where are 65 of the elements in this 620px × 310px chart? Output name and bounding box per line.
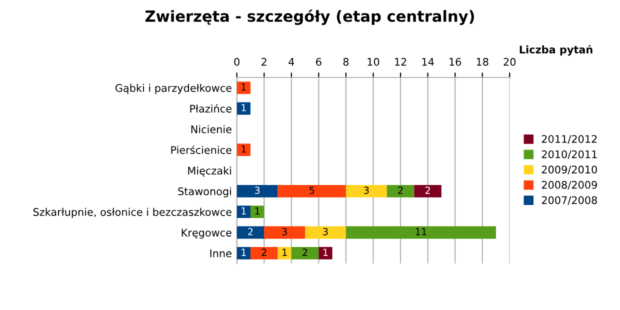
data-label: 1 — [255, 207, 260, 215]
data-label: 3 — [282, 228, 287, 236]
data-label: 1 — [242, 83, 246, 91]
x-tick-label: 12 — [395, 58, 406, 66]
legend-label: 2011/2012 — [542, 135, 597, 144]
data-label: 2 — [398, 186, 403, 194]
data-label: 2 — [302, 248, 308, 256]
bar — [236, 102, 250, 115]
data-label: 1 — [242, 104, 246, 112]
y-tick-label: Szkarłupnie, osłonice i bezczaszkowce — [33, 208, 232, 218]
bar — [236, 144, 250, 156]
bar — [305, 226, 346, 239]
data-label: 1 — [242, 145, 246, 153]
data-label: 3 — [254, 186, 260, 194]
x-tick-label: 6 — [316, 58, 322, 66]
bar — [236, 82, 250, 94]
x-tick-label: 8 — [343, 58, 349, 66]
data-label: 2 — [248, 228, 253, 236]
y-tick-label: Stawonogi — [178, 187, 231, 198]
data-label: 2 — [425, 186, 430, 194]
y-tick-label: Mięczaki — [188, 166, 231, 176]
x-tick-label: 16 — [450, 58, 462, 66]
data-label: 1 — [282, 248, 287, 256]
bar — [291, 246, 319, 260]
x-tick-label: 0 — [234, 58, 240, 66]
y-tick-label: Pierścienice — [171, 145, 232, 154]
legend-label: 2008/2009 — [542, 180, 597, 190]
bar — [318, 246, 332, 260]
chart-title: Zwierzęta - szczegóły (etap centralny) — [145, 9, 474, 25]
data-label: 5 — [310, 186, 314, 194]
y-tick-label: Inne — [210, 250, 232, 258]
legend-label: 2007/2008 — [542, 196, 597, 205]
data-label: 3 — [323, 228, 328, 236]
legend-label: 2009/2010 — [542, 166, 597, 174]
x-tick-label: 20 — [504, 58, 516, 66]
data-label: 3 — [364, 186, 369, 194]
bar — [278, 184, 346, 198]
x-tick-label: 14 — [422, 58, 434, 66]
x-tick-label: 10 — [368, 58, 380, 66]
y-tick-label: Nicienie — [191, 125, 232, 134]
data-label: 1 — [323, 248, 328, 256]
bar — [236, 226, 264, 239]
bar — [278, 246, 292, 260]
bar — [264, 226, 306, 239]
x-tick-label: 18 — [476, 58, 488, 66]
legend-label: 2010/2011 — [542, 150, 597, 160]
bar — [236, 246, 250, 260]
x-tick-label: 4 — [288, 58, 294, 66]
x-tick-label: 2 — [262, 58, 266, 66]
bar — [386, 184, 414, 198]
data-label: 11 — [416, 228, 426, 236]
bar — [414, 184, 442, 198]
bar — [346, 184, 387, 198]
data-label: 1 — [242, 248, 246, 256]
bar — [250, 206, 264, 218]
data-label: 1 — [242, 207, 246, 215]
bar — [236, 206, 250, 218]
bar — [346, 226, 496, 239]
x-axis-title: Liczba pytań — [520, 44, 592, 56]
data-label: 2 — [262, 248, 266, 256]
y-tick-label: Płazińce — [190, 104, 232, 113]
bar — [236, 184, 278, 198]
bar — [250, 246, 278, 260]
y-tick-label: Gąbki i parzydełkowce — [115, 84, 232, 94]
y-tick-label: Kręgowce — [182, 228, 232, 239]
